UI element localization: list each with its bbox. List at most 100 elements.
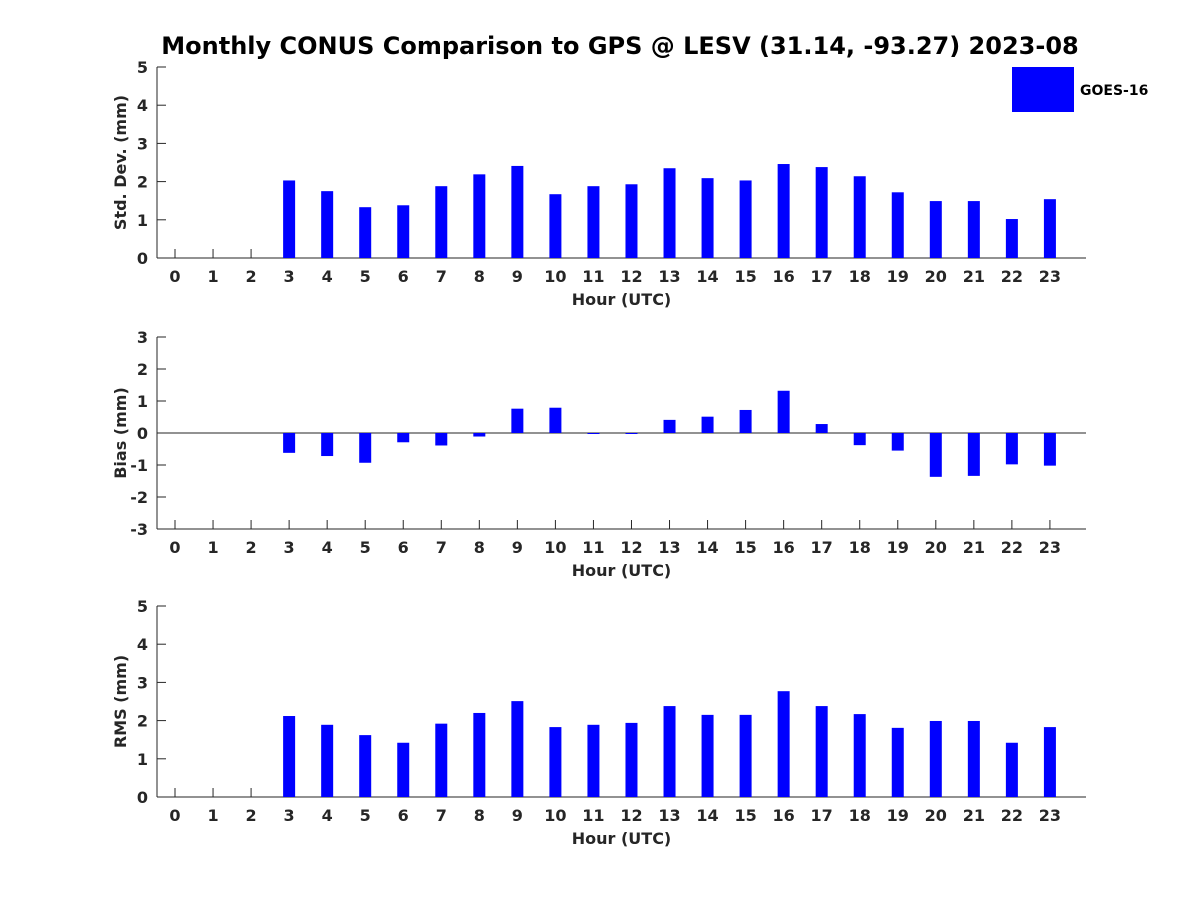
bar-hour-4 xyxy=(321,724,334,797)
x-tick-label: 17 xyxy=(811,267,833,286)
x-tick-label: 12 xyxy=(620,538,642,557)
y-tick-label: 3 xyxy=(137,134,148,153)
x-tick-label: 22 xyxy=(1001,806,1023,825)
bar-hour-16 xyxy=(777,691,790,797)
x-tick-label: 10 xyxy=(544,267,566,286)
x-tick-label: 17 xyxy=(811,538,833,557)
bar-hour-20 xyxy=(929,720,942,797)
x-tick-label: 8 xyxy=(474,538,485,557)
bar-hour-19 xyxy=(891,192,904,258)
bar-hour-19 xyxy=(891,433,904,451)
x-tick-label: 20 xyxy=(925,538,947,557)
y-tick-label: 2 xyxy=(137,360,148,379)
x-tick-label: 15 xyxy=(734,806,756,825)
bar-hour-6 xyxy=(397,742,410,797)
x-tick-label: 4 xyxy=(322,538,333,557)
bar-hour-12 xyxy=(625,184,638,258)
bar-hour-13 xyxy=(663,168,676,258)
bar-hour-6 xyxy=(397,205,410,258)
bar-hour-5 xyxy=(359,735,372,797)
bar-hour-7 xyxy=(435,433,448,446)
x-tick-label: 16 xyxy=(773,538,795,557)
x-tick-label: 13 xyxy=(658,538,680,557)
x-tick-label: 3 xyxy=(284,806,295,825)
x-tick-label: 2 xyxy=(246,538,257,557)
y-tick-label: 3 xyxy=(137,673,148,692)
x-tick-label: 13 xyxy=(658,806,680,825)
y-axis-label: Bias (mm) xyxy=(111,387,130,479)
x-tick-label: 14 xyxy=(696,267,718,286)
x-tick-label: 5 xyxy=(360,806,371,825)
bar-hour-23 xyxy=(1043,199,1056,258)
x-tick-label: 0 xyxy=(169,806,180,825)
x-tick-label: 8 xyxy=(474,267,485,286)
x-tick-label: 6 xyxy=(398,538,409,557)
bar-hour-22 xyxy=(1005,742,1018,797)
bar-hour-21 xyxy=(967,720,980,797)
bar-hour-11 xyxy=(587,186,600,258)
bar-hour-13 xyxy=(663,419,676,433)
bar-hour-16 xyxy=(777,390,790,433)
x-tick-label: 5 xyxy=(360,267,371,286)
bar-hour-9 xyxy=(511,408,524,433)
bar-hour-20 xyxy=(929,433,942,477)
x-tick-label: 10 xyxy=(544,806,566,825)
x-tick-label: 23 xyxy=(1039,806,1061,825)
x-tick-label: 1 xyxy=(207,806,218,825)
x-tick-label: 0 xyxy=(169,538,180,557)
bar-hour-17 xyxy=(815,706,828,797)
bar-hour-17 xyxy=(815,424,828,433)
x-tick-label: 21 xyxy=(963,267,985,286)
y-tick-label: 5 xyxy=(137,58,148,77)
x-tick-label: 21 xyxy=(963,538,985,557)
x-axis-label: Hour (UTC) xyxy=(572,561,672,580)
bar-hour-18 xyxy=(853,176,866,258)
bar-hour-4 xyxy=(321,191,334,258)
x-axis-label: Hour (UTC) xyxy=(572,829,672,848)
x-tick-label: 3 xyxy=(284,267,295,286)
x-tick-label: 7 xyxy=(436,267,447,286)
x-tick-label: 8 xyxy=(474,806,485,825)
bar-hour-22 xyxy=(1005,433,1018,465)
y-tick-label: 2 xyxy=(137,173,148,192)
bar-hour-10 xyxy=(549,727,562,797)
bar-hour-9 xyxy=(511,701,524,797)
bar-hour-14 xyxy=(701,416,714,433)
x-tick-label: 7 xyxy=(436,538,447,557)
bar-hour-5 xyxy=(359,433,372,463)
y-tick-label: -2 xyxy=(130,488,148,507)
x-tick-label: 12 xyxy=(620,267,642,286)
bar-hour-6 xyxy=(397,433,410,443)
bar-hour-18 xyxy=(853,714,866,797)
x-tick-label: 20 xyxy=(925,267,947,286)
x-tick-label: 1 xyxy=(207,538,218,557)
x-tick-label: 11 xyxy=(582,806,604,825)
x-tick-label: 2 xyxy=(246,267,257,286)
legend-label: GOES-16 xyxy=(1080,83,1148,99)
x-tick-label: 12 xyxy=(620,806,642,825)
x-tick-label: 19 xyxy=(887,806,909,825)
bar-hour-18 xyxy=(853,433,866,446)
bar-hour-8 xyxy=(473,712,486,797)
y-axis-label: RMS (mm) xyxy=(111,655,130,748)
bar-hour-7 xyxy=(435,186,448,258)
x-tick-label: 20 xyxy=(925,806,947,825)
bar-hour-14 xyxy=(701,714,714,797)
x-tick-label: 16 xyxy=(773,806,795,825)
y-tick-label: 2 xyxy=(137,712,148,731)
bar-hour-5 xyxy=(359,207,372,258)
bar-hour-15 xyxy=(739,714,752,797)
bar-hour-11 xyxy=(587,724,600,797)
legend-swatch xyxy=(1012,67,1074,112)
y-tick-label: 0 xyxy=(137,249,148,268)
x-tick-label: 18 xyxy=(849,806,871,825)
x-tick-label: 10 xyxy=(544,538,566,557)
x-tick-label: 4 xyxy=(322,267,333,286)
y-tick-label: -1 xyxy=(130,456,148,475)
x-tick-label: 18 xyxy=(849,538,871,557)
x-tick-label: 3 xyxy=(284,538,295,557)
x-tick-label: 11 xyxy=(582,538,604,557)
